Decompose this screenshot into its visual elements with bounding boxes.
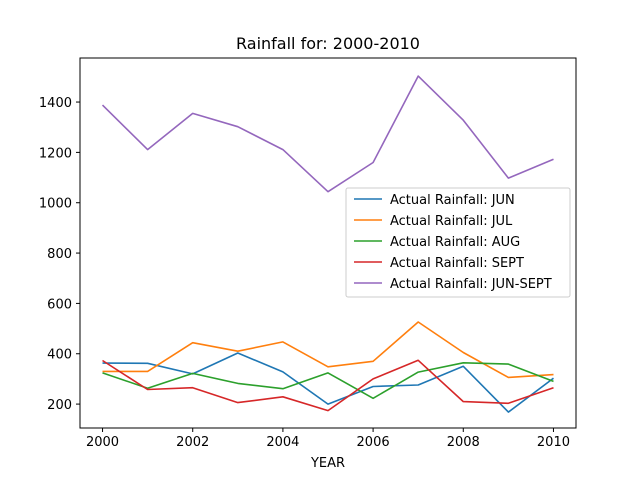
series-line-4 <box>102 359 554 412</box>
plot-area <box>101 75 554 413</box>
axes-frame <box>79 57 577 429</box>
series-line-2 <box>102 321 554 379</box>
legend-box <box>345 187 571 298</box>
y-tick-label: 1200 <box>39 146 72 161</box>
legend-label: Actual Rainfall: JUN <box>390 193 515 208</box>
x-tick-label: 2002 <box>176 435 209 450</box>
x-tick-label: 2010 <box>537 435 570 450</box>
y-tick-label: 600 <box>47 297 72 312</box>
y-tick-label: 200 <box>47 398 72 413</box>
legend-label: Actual Rainfall: JUN-SEPT <box>390 277 552 292</box>
y-tick-label: 1000 <box>39 197 72 212</box>
x-axis-label: YEAR <box>310 456 345 471</box>
x-tick-label: 2004 <box>266 435 299 450</box>
chart-title: Rainfall for: 2000-2010 <box>236 34 420 53</box>
x-axis: 2000 2002 2004 2006 2008 2010 <box>86 428 570 450</box>
legend-label: Actual Rainfall: AUG <box>390 235 520 250</box>
x-tick-label: 2000 <box>86 435 119 450</box>
y-tick-label: 400 <box>47 348 72 363</box>
series-line-1 <box>102 352 554 413</box>
legend-label: Actual Rainfall: SEPT <box>390 256 524 271</box>
x-tick-label: 2006 <box>357 435 390 450</box>
x-tick-label: 2008 <box>447 435 480 450</box>
legend: Actual Rainfall: JUN Actual Rainfall: JUL… <box>345 187 571 298</box>
series-line-3 <box>102 361 554 400</box>
legend-label: Actual Rainfall: JUL <box>390 214 513 229</box>
y-tick-label: 1400 <box>39 96 72 111</box>
y-tick-label: 800 <box>47 247 72 262</box>
series-line-5 <box>101 75 554 193</box>
y-axis: 200 400 600 800 1000 1200 1400 <box>39 96 80 413</box>
